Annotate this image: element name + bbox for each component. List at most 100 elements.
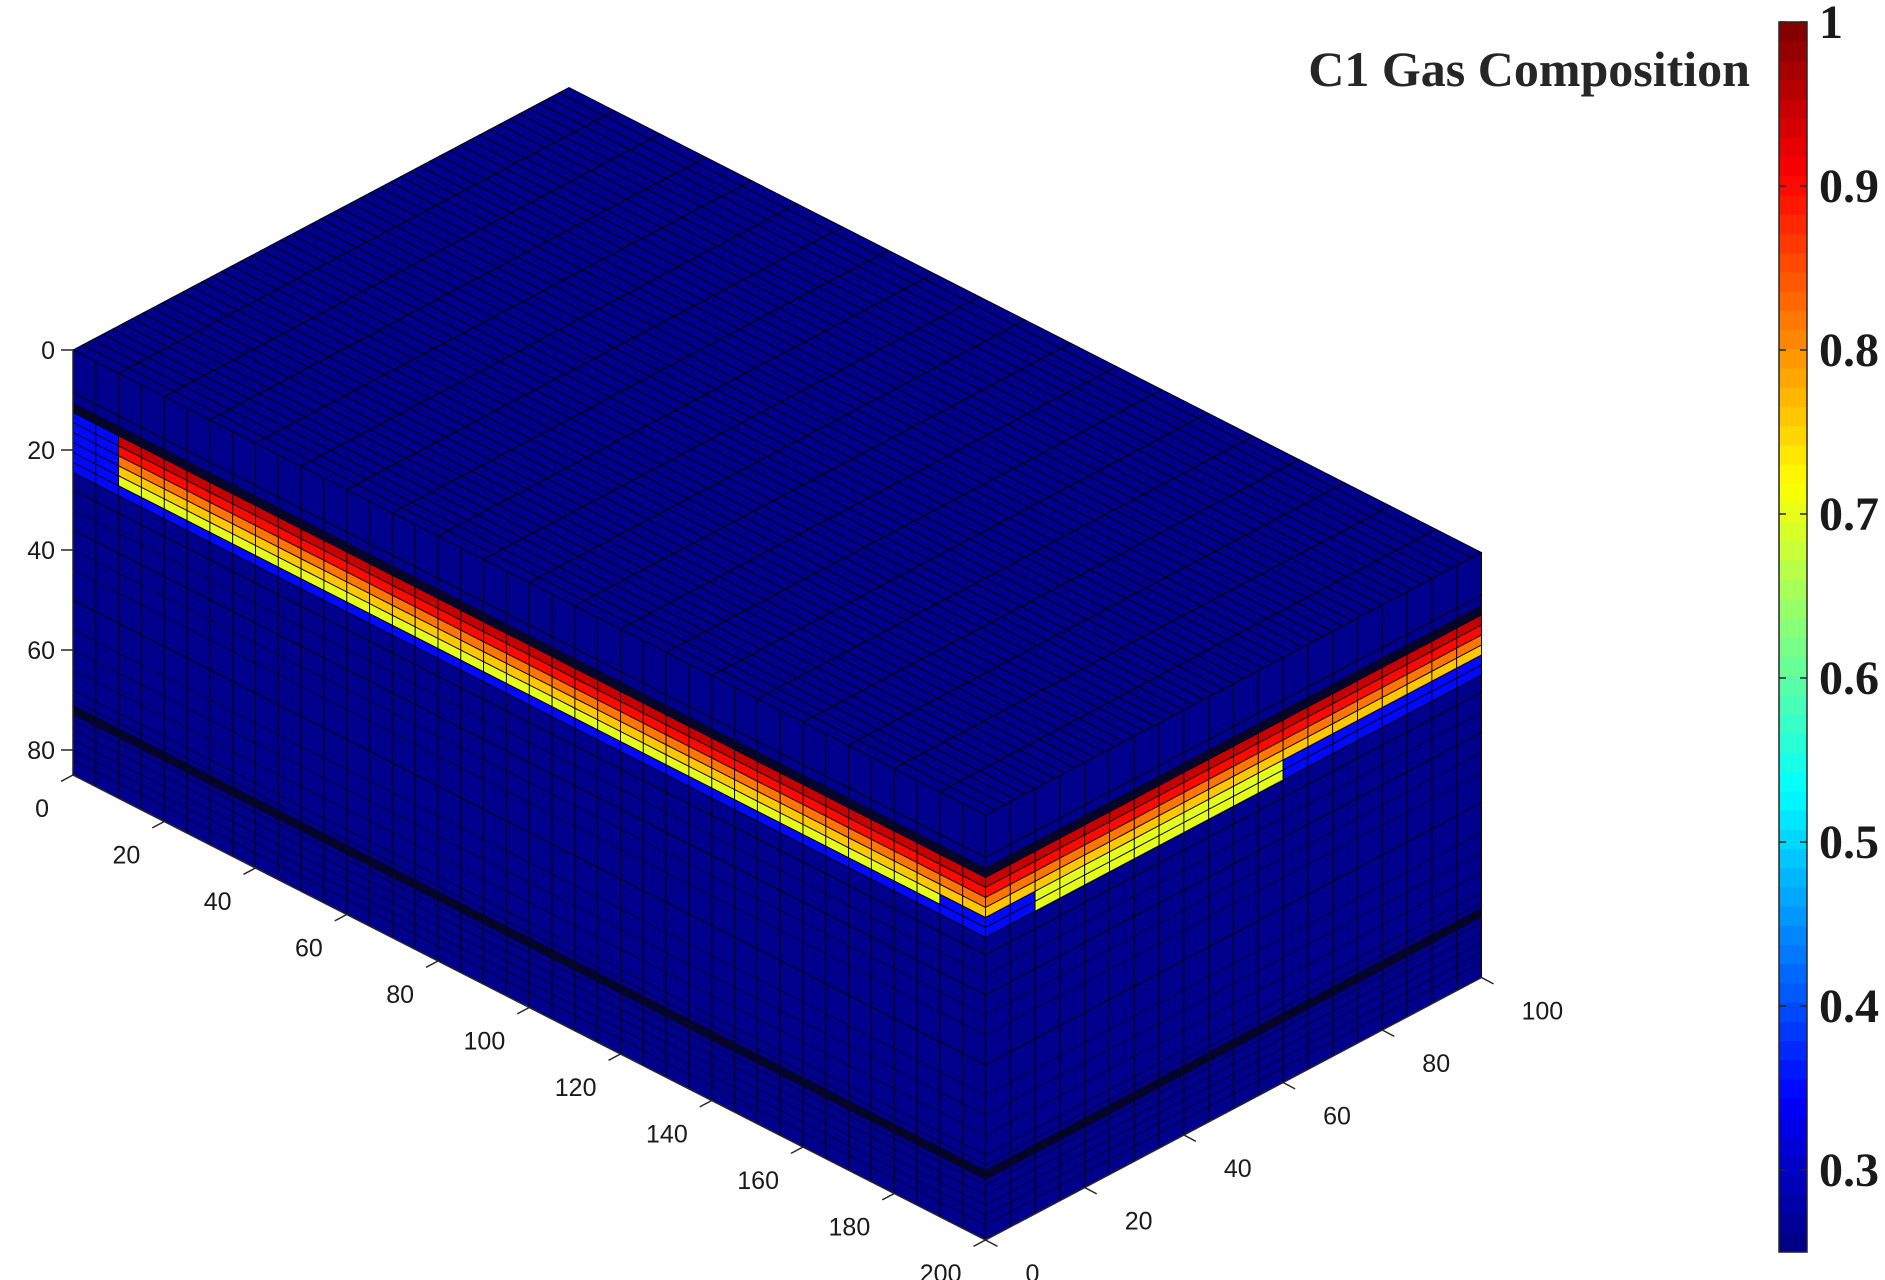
grid-line [848, 1024, 872, 1038]
grid-line [1332, 987, 1358, 1002]
colorbar-bin [1779, 1079, 1807, 1099]
grid-line [643, 990, 667, 1003]
grid-line [985, 961, 1011, 976]
grid-line [1059, 1082, 1085, 1096]
grid-cell [779, 959, 804, 1083]
grid-cell [551, 773, 576, 857]
grid-line [551, 793, 576, 807]
grid-cell [323, 657, 348, 741]
grid-line [1382, 961, 1408, 976]
chart-title: C1 Gas Composition [1308, 41, 1750, 97]
grid-line [323, 797, 347, 810]
grid-line [1431, 905, 1457, 920]
grid-line [209, 739, 233, 752]
grid-line [232, 771, 256, 784]
grid-line [1382, 941, 1408, 956]
grid-cell [1456, 731, 1482, 817]
grid-line [1357, 884, 1383, 899]
grid-line [232, 711, 256, 724]
grid-line [894, 988, 918, 1001]
grid-line [483, 778, 507, 792]
grid-line [780, 930, 804, 943]
grid-line [164, 616, 188, 629]
grid-cell [1059, 941, 1086, 1027]
grid-cell [528, 831, 553, 955]
grid-line [255, 722, 279, 735]
grid-line [164, 556, 188, 569]
grid-line [551, 753, 576, 767]
x-tick [243, 867, 256, 876]
grid-line [643, 960, 667, 973]
grid-line [1134, 1042, 1160, 1057]
grid-line [1456, 952, 1482, 966]
grid-line [597, 817, 621, 830]
grid-line [962, 1193, 986, 1206]
grid-line [415, 894, 439, 907]
grid-cell [551, 843, 576, 967]
grid-line [95, 761, 119, 774]
grid-line [780, 870, 804, 883]
grid-line [1307, 910, 1333, 925]
grid-line [232, 801, 256, 814]
grid-line [186, 757, 211, 771]
grid-line [1431, 845, 1457, 860]
grid-line [1010, 1128, 1036, 1143]
grid-line [665, 1031, 690, 1045]
grid-line [392, 892, 416, 905]
grid-line [529, 952, 553, 965]
grid-line [1382, 981, 1408, 996]
grid-line [1158, 989, 1185, 1004]
grid-cell [802, 901, 827, 985]
grid-line [1034, 1115, 1061, 1130]
grid-line [506, 910, 530, 923]
grid-line [643, 1050, 667, 1063]
grid-line [369, 660, 393, 674]
grid-line [118, 712, 142, 726]
grid-line [597, 897, 621, 910]
grid-line [985, 1021, 1011, 1036]
grid-line [232, 821, 256, 834]
grid-line [164, 746, 188, 759]
grid-line [415, 824, 439, 837]
grid-line [711, 955, 735, 968]
grid-line [620, 1018, 644, 1031]
grid-cell [642, 819, 667, 904]
grid-line [118, 752, 142, 766]
grid-line [437, 755, 461, 768]
grid-line [1258, 817, 1284, 831]
grid-line [1307, 1010, 1333, 1025]
grid-line [209, 699, 233, 712]
grid-line [939, 951, 963, 964]
grid-line [780, 910, 804, 923]
grid-line [871, 1096, 895, 1109]
grid-line [1134, 922, 1160, 937]
grid-line [392, 852, 416, 865]
grid-line [688, 823, 712, 836]
grid-line [1158, 869, 1185, 884]
colorbar-bin [1779, 560, 1807, 580]
grid-cell [1381, 841, 1408, 966]
grid-line [164, 806, 188, 819]
grid-cell [1357, 784, 1383, 869]
colorbar-bin [1779, 1059, 1807, 1080]
grid-line [1382, 791, 1408, 806]
grid-line [985, 1121, 1011, 1136]
colorbar-bin [1779, 829, 1807, 849]
grid-cell [825, 912, 850, 997]
colorbar-bin [1779, 271, 1807, 292]
grid-line [1084, 909, 1110, 923]
grid-line [1010, 1008, 1036, 1023]
grid-line [164, 786, 188, 799]
grid-line [1109, 1075, 1135, 1090]
grid-line [278, 654, 302, 667]
grid-line [1183, 1096, 1209, 1111]
grid-line [118, 722, 142, 736]
grid-line [825, 1113, 849, 1126]
grid-line [300, 785, 325, 799]
grid-cell [391, 762, 416, 886]
grid-line [1208, 1073, 1234, 1088]
grid-line [1134, 1102, 1160, 1117]
grid-line [1431, 785, 1457, 800]
grid-line [1357, 994, 1383, 1009]
grid-line [802, 1131, 826, 1144]
